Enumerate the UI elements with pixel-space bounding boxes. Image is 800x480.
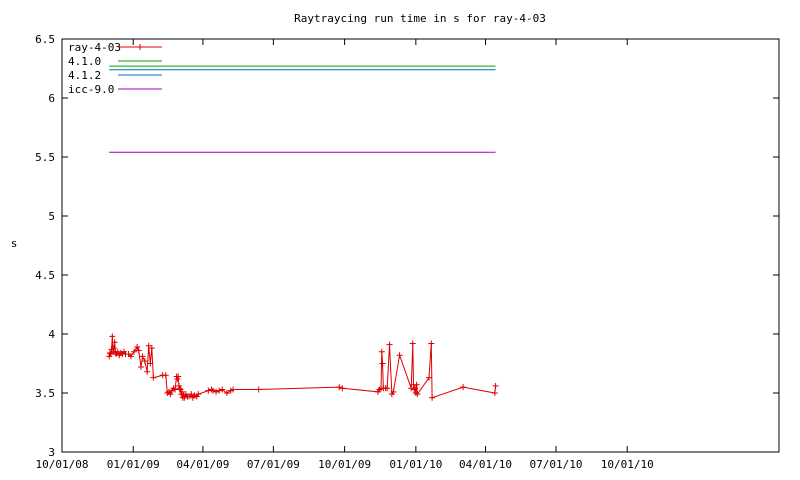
data-point (384, 385, 391, 392)
data-point (412, 385, 419, 392)
data-point (390, 388, 397, 395)
data-point (213, 388, 220, 395)
legend-label: 4.1.0 (68, 55, 101, 68)
plot-frame (61, 38, 780, 453)
data-point (162, 372, 169, 379)
data-point (131, 348, 138, 355)
data-point (167, 391, 174, 398)
legend-label: ray-4-03 (68, 41, 121, 54)
data-point (195, 391, 202, 398)
data-point (492, 382, 499, 389)
data-point (428, 340, 435, 347)
data-point (409, 340, 416, 347)
data-point (209, 387, 216, 394)
data-point (379, 360, 386, 367)
data-point (135, 347, 142, 354)
x-tick-label: 01/01/09 (107, 458, 160, 471)
x-tick-label: 04/01/10 (459, 458, 512, 471)
data-point (137, 364, 144, 371)
data-point (223, 390, 230, 396)
data-point (413, 381, 420, 388)
y-tick-label: 6 (48, 92, 55, 105)
x-tick-label: 07/01/10 (530, 458, 583, 471)
y-axis-label: s (11, 237, 18, 250)
data-point (175, 373, 182, 380)
data-point (255, 386, 262, 393)
data-point (412, 390, 419, 396)
data-point (336, 384, 343, 391)
x-tick-label: 07/01/09 (247, 458, 300, 471)
x-tick-label: 01/01/10 (389, 458, 442, 471)
data-point (429, 394, 436, 401)
x-tick-label: 04/01/09 (176, 458, 229, 471)
y-tick-label: 5.5 (35, 151, 55, 164)
data-point (172, 386, 179, 393)
data-point (230, 386, 237, 393)
legend-label: icc-9.0 (68, 83, 114, 96)
data-point (491, 390, 498, 396)
series-line-ray-4-03 (108, 336, 497, 400)
data-point (411, 386, 418, 393)
data-point (414, 391, 421, 398)
y-tick-label: 3 (48, 446, 55, 459)
x-tick-label: 10/01/08 (36, 458, 89, 471)
data-point (109, 333, 116, 340)
data-point (216, 387, 223, 394)
data-point (181, 394, 188, 401)
data-point (147, 360, 154, 367)
axis-ticks: 3 3.5 4 4.5 5 5.5 6 6.5 10/01/08 01/01/09 04/01/09… (35, 33, 779, 471)
y-tick-label: 3.5 (35, 387, 55, 400)
y-tick-label: 6.5 (35, 33, 55, 46)
y-tick-label: 4 (48, 328, 55, 341)
data-point (396, 352, 403, 359)
data-point (141, 358, 148, 365)
data-point (188, 391, 195, 398)
legend-label: 4.1.2 (68, 69, 101, 82)
data-point (426, 374, 433, 381)
data-point (176, 385, 183, 392)
data-point (127, 353, 134, 360)
data-point (378, 348, 385, 355)
x-tick-label: 10/01/10 (601, 458, 654, 471)
data-point (114, 348, 121, 355)
x-tick-label: 10/01/09 (318, 458, 371, 471)
data-point (150, 374, 157, 381)
data-point (219, 386, 226, 393)
chart-title: Raytraycing run time in s for ray-4-03 (294, 12, 546, 25)
data-point (134, 343, 141, 350)
data-point (145, 342, 152, 349)
data-point (139, 353, 146, 360)
legend-marker (137, 44, 143, 50)
y-tick-label: 4.5 (35, 269, 55, 282)
data-point (460, 384, 467, 391)
data-point (148, 345, 155, 352)
y-tick-label: 5 (48, 210, 55, 223)
data-point (179, 388, 186, 395)
data-point (111, 339, 118, 346)
data-point (339, 385, 346, 392)
data-point (110, 345, 117, 352)
series-layer (106, 65, 499, 401)
data-point (144, 368, 151, 375)
data-point (107, 349, 114, 356)
data-point (386, 341, 393, 348)
